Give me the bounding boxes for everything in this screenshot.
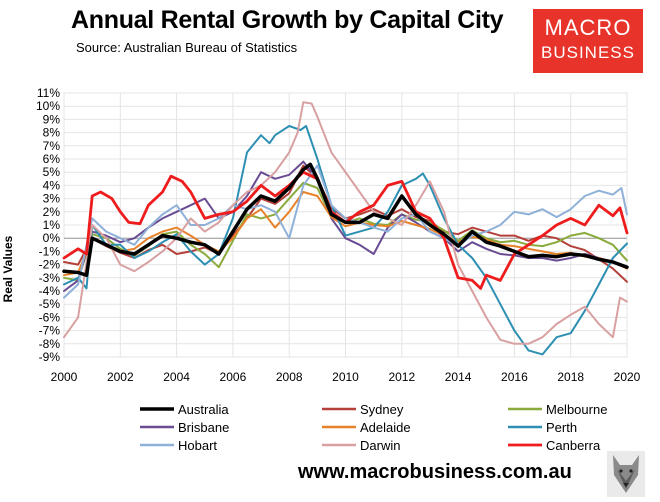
x-tick-label: 2016 [501, 370, 528, 384]
x-tick-label: 2014 [445, 370, 472, 384]
legend-label-australia: Australia [178, 402, 229, 417]
x-tick-label: 2012 [388, 370, 415, 384]
chart-subtitle: Source: Australian Bureau of Statistics [76, 40, 298, 55]
x-tick-label: 2020 [614, 370, 641, 384]
y-tick-label: -1% [39, 244, 61, 258]
y-tick-label: 9% [43, 112, 61, 126]
y-tick-label: 2% [43, 205, 61, 219]
y-tick-label: -9% [39, 350, 61, 364]
x-axis: 2000 2002 2004 2006 2008 2010 2012 2014 2016 2018… [51, 370, 641, 384]
x-tick-label: 2006 [220, 370, 247, 384]
series-lines [62, 101, 629, 356]
macrobusiness-logo: MACRO BUSINESS [533, 9, 643, 73]
legend-label-perth: Perth [546, 420, 577, 435]
x-tick-label: 2004 [163, 370, 190, 384]
legend-label-darwin: Darwin [360, 438, 400, 453]
y-tick-label: -8% [39, 337, 61, 351]
y-tick-label: 5% [43, 165, 61, 179]
y-tick-label: 0% [43, 231, 61, 245]
y-tick-label: -6% [39, 310, 61, 324]
y-tick-label: 8% [43, 126, 61, 140]
website-url[interactable]: www.macrobusiness.com.au [298, 461, 572, 483]
series-line-australia [62, 162, 629, 277]
y-tick-label: -2% [39, 258, 61, 272]
wolf-logo-icon [607, 451, 645, 497]
y-tick-label: 1% [43, 218, 61, 232]
series-line-darwin [63, 101, 628, 345]
x-tick-label: 2002 [107, 370, 134, 384]
legend-label-canberra: Canberra [546, 438, 601, 453]
x-tick-label: 2008 [276, 370, 303, 384]
logo-line-2: BUSINESS [541, 43, 635, 62]
y-tick-label: -3% [39, 271, 61, 285]
grid [63, 92, 628, 358]
x-tick-label: 2000 [51, 370, 78, 384]
series-line-hobart [63, 164, 628, 299]
legend-label-hobart: Hobart [178, 438, 217, 453]
x-tick-label: 2018 [557, 370, 584, 384]
legend-label-melbourne: Melbourne [546, 402, 607, 417]
legend: Australia Sydney Melbourne Brisbane Adelaide… [140, 402, 607, 453]
legend-label-sydney: Sydney [360, 402, 404, 417]
y-tick-label: 11% [37, 86, 60, 100]
y-tick-label: 6% [43, 152, 61, 166]
y-tick-label: 4% [43, 178, 61, 192]
y-tick-label: 7% [43, 139, 61, 153]
legend-label-brisbane: Brisbane [178, 420, 229, 435]
logo-line-1: MACRO [544, 15, 632, 40]
y-tick-label: -7% [39, 324, 61, 338]
x-tick-label: 2010 [332, 370, 359, 384]
legend-label-adelaide: Adelaide [360, 420, 411, 435]
series-line-adelaide [63, 191, 628, 277]
y-tick-label: -4% [39, 284, 61, 298]
y-tick-label: 3% [43, 192, 61, 206]
y-axis: -9%-8%-7%-6%-5%-4%-3%-2%-1%0%1%2%3%4%5%6… [36, 86, 60, 364]
y-tick-label: 10% [36, 99, 60, 113]
chart-title: Annual Rental Growth by Capital City [71, 6, 504, 34]
y-tick-label: -5% [39, 297, 61, 311]
